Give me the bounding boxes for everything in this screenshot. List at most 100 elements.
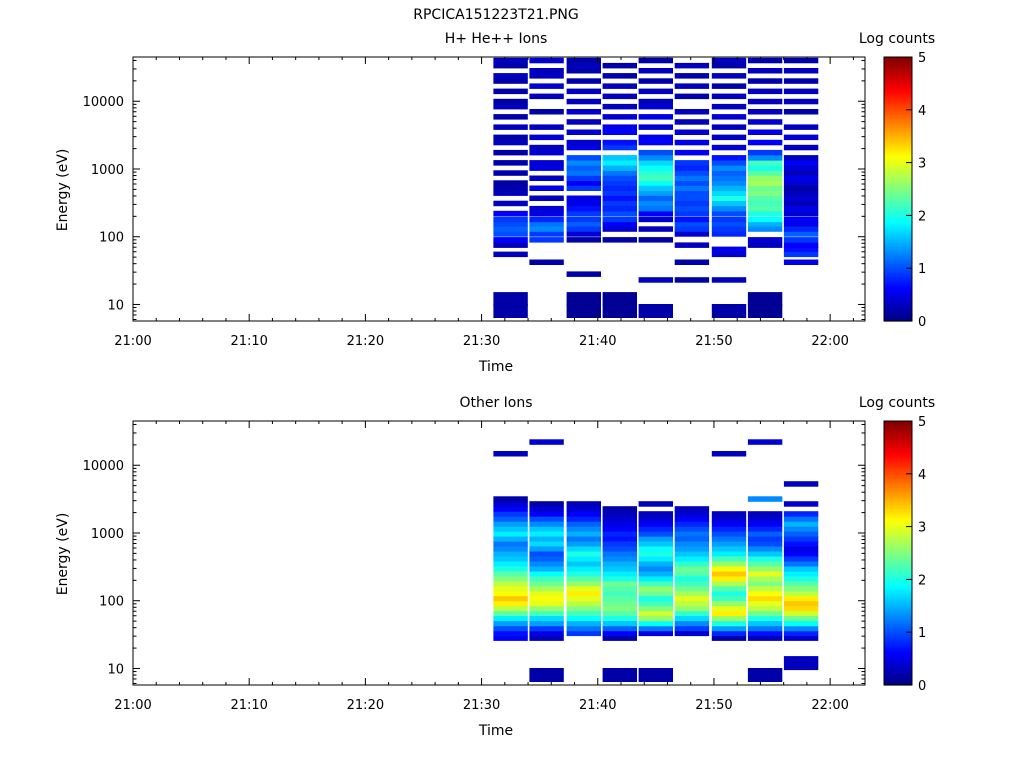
heatmap-cell (493, 610, 528, 617)
heatmap-cell (493, 149, 528, 156)
heatmap-cell (747, 292, 783, 307)
colorbar-segment (884, 131, 912, 135)
colorbar-tick-label: 3 (918, 157, 926, 172)
heatmap-cell (638, 570, 673, 577)
heatmap-cell (602, 630, 637, 637)
heatmap-cell (493, 580, 528, 587)
heatmap-cell (529, 221, 564, 227)
heatmap-cell (711, 566, 747, 572)
heatmap-cell (602, 566, 637, 572)
colorbar-segment (884, 443, 912, 446)
heatmap-cell (674, 205, 710, 212)
heatmap-cell (529, 165, 564, 171)
heatmap-cell (711, 561, 747, 567)
heatmap-cell (529, 585, 564, 592)
colorbar-segment (884, 570, 912, 574)
colorbar-segment (884, 421, 912, 424)
heatmap-cell (602, 210, 637, 217)
x-tick-label: 21:10 (230, 334, 267, 349)
colorbar-segment (884, 151, 912, 155)
heatmap-cell (783, 610, 819, 617)
heatmap-cell (602, 620, 637, 627)
heatmap-cell (674, 170, 710, 176)
colorbar-segment (884, 149, 912, 153)
heatmap-cell (566, 160, 601, 166)
heatmap-cell (602, 93, 637, 100)
heatmap-cell (674, 139, 710, 146)
heatmap-cell (711, 103, 747, 110)
heatmap-cell (602, 615, 637, 622)
heatmap-cell (711, 246, 747, 253)
heatmap-cell (638, 600, 673, 607)
colorbar-segment (884, 522, 912, 525)
heatmap-cell (674, 610, 710, 617)
colorbar-segment (884, 109, 912, 113)
heatmap-cell (783, 185, 819, 191)
heatmap-cell (711, 114, 747, 120)
heatmap-cell (529, 566, 564, 572)
colorbar-segment (884, 147, 912, 150)
heatmap-cell (602, 506, 637, 512)
heatmap-cell (674, 511, 710, 517)
colorbar-segment (884, 484, 912, 488)
heatmap-cell (747, 200, 783, 207)
heatmap-cells (493, 439, 819, 682)
heatmap-cell (602, 511, 637, 517)
heatmap-cell (602, 304, 637, 318)
colorbar-segment (884, 59, 912, 62)
heatmap-cell (747, 439, 783, 445)
colorbar-segment (884, 649, 912, 653)
heatmap-cell (529, 73, 564, 79)
heatmap-cell (747, 57, 783, 64)
heatmap-cell (783, 195, 819, 201)
colorbar-segment (884, 175, 912, 179)
heatmap-cell (747, 210, 783, 217)
heatmap-cell (711, 134, 747, 141)
colorbar-tick-label: 0 (918, 679, 926, 694)
heatmap-cell (529, 124, 564, 130)
heatmap-cell (602, 165, 637, 171)
heatmap-cell (493, 506, 528, 512)
heatmap-cell (566, 566, 601, 572)
heatmap-cell (747, 160, 783, 166)
heatmap-cell (711, 546, 747, 552)
colorbar-segment (884, 436, 912, 440)
heatmap-cell (638, 585, 673, 592)
heatmap-cell (493, 531, 528, 537)
heatmap-cell (566, 575, 601, 582)
colorbar-segment (884, 112, 912, 115)
colorbar-segment (884, 116, 912, 120)
heatmap-cell (493, 566, 528, 572)
heatmap-cell (783, 160, 819, 166)
heatmap-cell (638, 180, 673, 186)
heatmap-cell (638, 580, 673, 587)
heatmap-cell (493, 605, 528, 612)
heatmap-cell (566, 531, 601, 537)
colorbar-segment (884, 676, 912, 679)
heatmap-cell (747, 635, 783, 641)
colorbar-segment (884, 667, 912, 671)
heatmap-cell (602, 605, 637, 612)
heatmap-cell (638, 625, 673, 632)
heatmap-cell (566, 511, 601, 517)
colorbar-segment (884, 592, 912, 596)
colorbar-segment (884, 454, 912, 457)
heatmap-cell (566, 210, 601, 217)
heatmap-cell (493, 526, 528, 532)
colorbar-segment (884, 660, 912, 664)
colorbar-segment (884, 281, 912, 285)
colorbar-segment (884, 182, 912, 186)
heatmap-cell (674, 175, 710, 181)
panel-other-ions: Other Ions Log counts Energy (eV) Time 2… (55, 395, 935, 739)
heatmap-cell (674, 630, 710, 637)
heatmap-cell (711, 57, 747, 64)
heatmap-cell (674, 551, 710, 557)
colorbar-segment (884, 568, 912, 572)
heatmap-cell (566, 556, 601, 562)
heatmap-cell (566, 501, 601, 507)
y-tick-label: 10 (107, 298, 124, 313)
colorbar-segment (884, 250, 912, 254)
heatmap-cell (602, 575, 637, 582)
heatmap-cell (493, 292, 528, 307)
colorbar-segment (884, 654, 912, 657)
